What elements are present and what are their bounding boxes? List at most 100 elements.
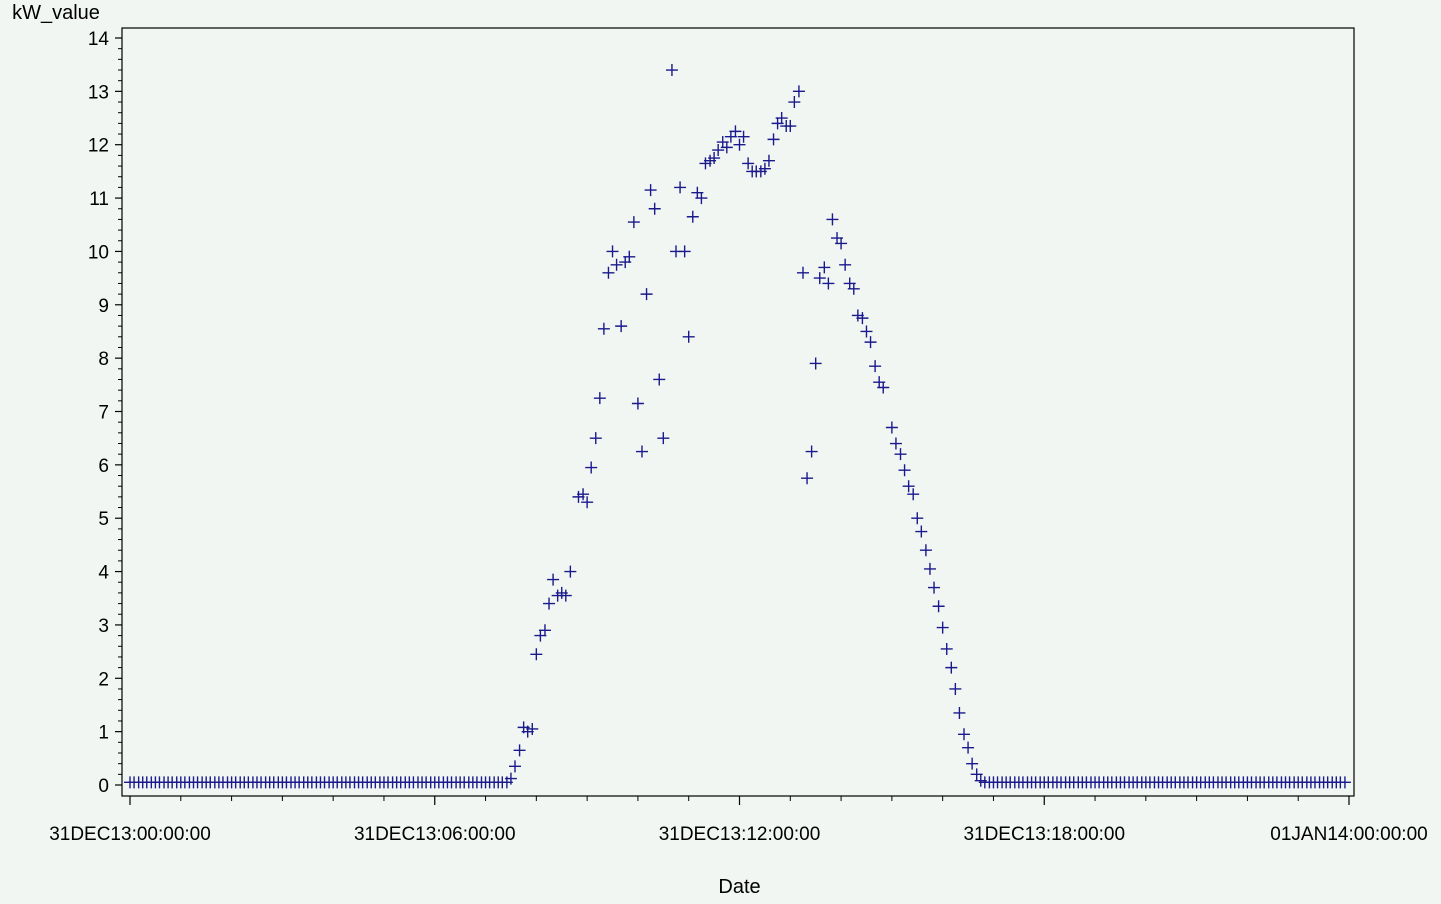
data-point [801,472,814,485]
x-axis-title: Date [718,876,760,898]
data-point [1338,776,1351,789]
y-tick-label: 11 [89,189,109,210]
data-point [564,565,577,578]
data-point [907,488,920,501]
data-point [805,445,818,458]
data-point [966,757,979,770]
y-tick-label: 14 [88,29,110,50]
data-point [509,760,522,773]
data-point [737,130,750,143]
data-point [945,661,958,674]
y-tick-label: 7 [98,403,109,424]
data-point [894,448,907,461]
data-points [124,64,1351,789]
data-point [708,152,721,165]
data-point [877,381,890,394]
data-point [635,445,648,458]
x-axis: 31DEC13:00:00:00 31DEC13:06:00:00 31DEC13:… [49,796,1428,845]
data-point [720,141,733,154]
data-point [889,437,902,450]
data-point [530,648,543,661]
x-tick-label: 01JAN14:00:00:00 [1270,824,1427,845]
data-point [962,741,975,754]
data-point [818,261,831,274]
data-point [957,728,970,741]
y-tick-label: 8 [98,349,109,370]
y-axis-title: kW_value [12,2,100,24]
y-tick-label: 3 [98,616,109,637]
data-point [970,768,983,781]
data-point [526,722,539,735]
y-tick-label: 6 [98,456,109,477]
data-point [915,525,928,538]
data-point [665,64,678,77]
y-tick-label: 9 [98,296,109,317]
data-point [577,488,590,501]
data-point [860,325,873,338]
data-point [682,330,695,343]
data-point [742,157,755,170]
data-point [788,96,801,109]
data-point [733,138,746,151]
data-point [762,154,775,167]
data-point [644,184,657,197]
data-point [623,250,636,263]
data-point [627,216,640,229]
data-point [809,357,822,370]
data-point [835,237,848,250]
y-tick-label: 5 [98,509,109,530]
data-point [813,272,826,285]
y-tick-label: 0 [98,776,109,797]
y-tick-label: 4 [98,563,109,584]
y-tick-label: 13 [88,82,109,103]
data-point [610,258,623,271]
data-point [657,432,670,445]
data-point [932,600,945,613]
y-tick-label: 1 [98,723,109,744]
data-point [695,192,708,205]
data-point [796,266,809,279]
y-tick-label: 12 [88,136,109,157]
data-point [729,125,742,138]
data-point [593,392,606,405]
data-point [615,320,628,333]
data-point [953,706,966,719]
data-point [758,162,771,175]
data-point [822,277,835,290]
data-point [589,432,602,445]
data-point [585,461,598,474]
data-point [712,144,725,157]
data-point [826,213,839,226]
data-point [902,480,915,493]
data-point [648,202,661,215]
data-point [919,544,932,557]
data-point [640,288,653,301]
data-point [559,589,572,602]
data-point [792,85,805,98]
data-point [923,562,936,575]
data-point [631,397,644,410]
data-point [940,642,953,655]
y-tick-label: 10 [88,242,109,263]
data-point [936,621,949,634]
data-point [674,181,687,194]
x-tick-label: 31DEC13:00:00:00 [49,824,211,845]
data-point [784,120,797,133]
data-point [538,624,551,637]
data-point [949,682,962,695]
y-tick-label: 2 [98,669,109,690]
data-point [602,266,615,279]
data-point [839,258,852,271]
data-point [504,772,517,785]
data-point [606,245,619,258]
x-tick-label: 31DEC13:18:00:00 [963,824,1125,845]
data-point [856,312,869,325]
data-point [885,421,898,434]
data-point [767,133,780,146]
data-point [928,581,941,594]
data-point [543,597,556,610]
data-point [864,336,877,349]
